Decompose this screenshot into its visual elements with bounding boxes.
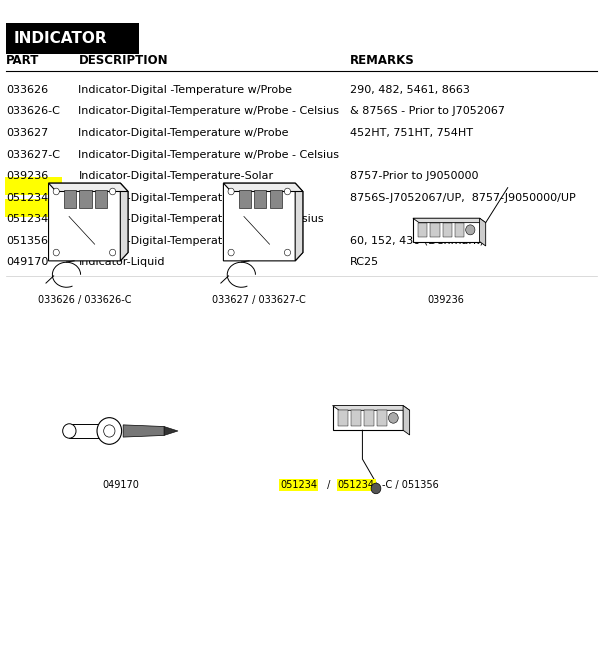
Circle shape: [371, 483, 381, 494]
Bar: [413, 218, 479, 242]
Text: 049170: 049170: [6, 257, 48, 267]
Text: 033626-C: 033626-C: [6, 106, 60, 116]
Text: INDICATOR: INDICATOR: [13, 31, 107, 46]
Text: /: /: [324, 480, 334, 490]
Polygon shape: [123, 425, 164, 437]
Text: RC25: RC25: [350, 257, 379, 267]
Text: Indicator-Digital-Temperature w/Probe - Celsius: Indicator-Digital-Temperature w/Probe - …: [78, 106, 339, 116]
Text: 8756S-J7052067/UP,  8757-J9050000/UP: 8756S-J7052067/UP, 8757-J9050000/UP: [350, 193, 575, 202]
Text: 051234: 051234: [338, 480, 374, 490]
Bar: [64, 191, 76, 208]
Bar: [95, 191, 107, 208]
Polygon shape: [403, 406, 409, 435]
Bar: [431, 223, 440, 237]
Text: 033626 / 033626-C: 033626 / 033626-C: [37, 295, 131, 305]
FancyBboxPatch shape: [5, 177, 62, 195]
FancyBboxPatch shape: [5, 199, 62, 217]
Circle shape: [53, 249, 59, 256]
Polygon shape: [479, 218, 485, 246]
Text: Indicator-Liquid: Indicator-Liquid: [78, 257, 165, 267]
Text: 051234: 051234: [6, 193, 48, 202]
Text: Indicator-Digital-Temperature-Solar - Celsius: Indicator-Digital-Temperature-Solar - Ce…: [78, 214, 324, 224]
Text: 033627: 033627: [6, 128, 48, 138]
Circle shape: [97, 418, 122, 444]
Circle shape: [466, 225, 475, 235]
Polygon shape: [49, 183, 128, 191]
Text: 051234: 051234: [280, 480, 317, 490]
Circle shape: [104, 425, 115, 437]
Text: Indicator-Digital -Temperature w/Probe: Indicator-Digital -Temperature w/Probe: [78, 85, 292, 95]
Text: 033626: 033626: [6, 85, 48, 95]
Circle shape: [63, 424, 76, 438]
FancyBboxPatch shape: [6, 23, 139, 54]
Circle shape: [285, 188, 291, 195]
Text: 051356: 051356: [6, 236, 48, 246]
Circle shape: [228, 188, 234, 195]
Bar: [443, 223, 452, 237]
Polygon shape: [333, 406, 409, 410]
Text: 290, 482, 5461, 8663: 290, 482, 5461, 8663: [350, 85, 470, 95]
Bar: [333, 406, 403, 430]
Bar: [338, 410, 348, 426]
Bar: [364, 410, 374, 426]
Polygon shape: [164, 426, 178, 436]
Circle shape: [285, 249, 291, 256]
Text: 051234-C: 051234-C: [6, 214, 60, 224]
Bar: [270, 191, 282, 208]
Circle shape: [388, 413, 398, 423]
Polygon shape: [49, 183, 128, 261]
Circle shape: [110, 249, 116, 256]
Text: REMARKS: REMARKS: [350, 54, 414, 67]
Text: 039236: 039236: [428, 295, 465, 305]
Polygon shape: [295, 183, 303, 261]
Bar: [377, 410, 387, 426]
Text: PART: PART: [6, 54, 39, 67]
Circle shape: [110, 188, 116, 195]
Circle shape: [228, 249, 234, 256]
Polygon shape: [121, 183, 128, 261]
Bar: [351, 410, 361, 426]
Text: 033627 / 033627-C: 033627 / 033627-C: [212, 295, 306, 305]
Text: 8757-Prior to J9050000: 8757-Prior to J9050000: [350, 171, 478, 181]
Bar: [418, 223, 428, 237]
Text: & 8756S - Prior to J7052067: & 8756S - Prior to J7052067: [350, 106, 505, 116]
Text: 452HT, 751HT, 754HT: 452HT, 751HT, 754HT: [350, 128, 473, 138]
Text: 033627-C: 033627-C: [6, 150, 60, 159]
Text: 049170: 049170: [102, 480, 139, 490]
Bar: [239, 191, 251, 208]
Text: Indicator-Digital-Temperature-Solar: Indicator-Digital-Temperature-Solar: [78, 171, 274, 181]
Polygon shape: [223, 183, 303, 261]
Text: Indicator-Digital-Temperature-Solar: Indicator-Digital-Temperature-Solar: [78, 193, 274, 202]
Text: -C / 051356: -C / 051356: [382, 480, 438, 490]
Text: 60, 152, 430 (Denmark): 60, 152, 430 (Denmark): [350, 236, 484, 246]
Text: DESCRIPTION: DESCRIPTION: [78, 54, 168, 67]
Text: Indicator-Digital-Temperature w/Probe: Indicator-Digital-Temperature w/Probe: [78, 128, 289, 138]
Polygon shape: [223, 183, 303, 191]
Circle shape: [53, 188, 59, 195]
Bar: [80, 191, 92, 208]
Bar: [254, 191, 267, 208]
Polygon shape: [413, 218, 485, 223]
Bar: [455, 223, 464, 237]
Text: Indicator-Digital-Temperature w/Probe - Celsius: Indicator-Digital-Temperature w/Probe - …: [78, 150, 339, 159]
Bar: [69, 424, 108, 438]
Text: Indicator-Digital-Temperature-Solar: Indicator-Digital-Temperature-Solar: [78, 236, 274, 246]
Text: 039236: 039236: [6, 171, 48, 181]
